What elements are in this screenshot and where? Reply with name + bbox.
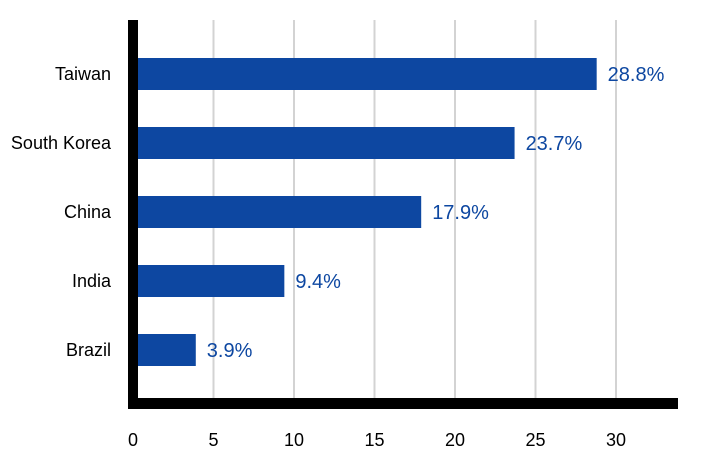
- bar: [138, 127, 515, 159]
- x-tick-label: 5: [208, 430, 218, 450]
- category-labels: Taiwan South Korea China India Brazil: [11, 64, 112, 360]
- bar: [138, 265, 285, 297]
- bar: [138, 58, 597, 90]
- x-tick-label: 25: [525, 430, 545, 450]
- bars: [138, 58, 597, 366]
- category-label: South Korea: [11, 133, 112, 153]
- value-labels: 28.8% 23.7% 17.9% 9.4% 3.9%: [207, 64, 665, 362]
- x-tick-labels: 0 5 10 15 20 25 30: [128, 430, 626, 450]
- x-tick-label: 20: [445, 430, 465, 450]
- value-label: 9.4%: [295, 271, 341, 293]
- x-axis-line: [128, 398, 678, 409]
- y-axis-line: [128, 20, 138, 409]
- bar: [138, 196, 422, 228]
- x-tick-label: 15: [364, 430, 384, 450]
- category-label: Taiwan: [55, 64, 111, 84]
- value-label: 17.9%: [432, 202, 489, 224]
- x-tick-label: 0: [128, 430, 138, 450]
- x-tick-label: 30: [606, 430, 626, 450]
- category-label: China: [64, 202, 112, 222]
- value-label: 3.9%: [207, 340, 253, 362]
- category-label: Brazil: [66, 340, 111, 360]
- category-label: India: [72, 271, 112, 291]
- bar: [138, 334, 196, 366]
- value-label: 28.8%: [608, 64, 665, 86]
- axes: [128, 20, 678, 409]
- x-tick-label: 10: [284, 430, 304, 450]
- value-label: 23.7%: [526, 133, 583, 155]
